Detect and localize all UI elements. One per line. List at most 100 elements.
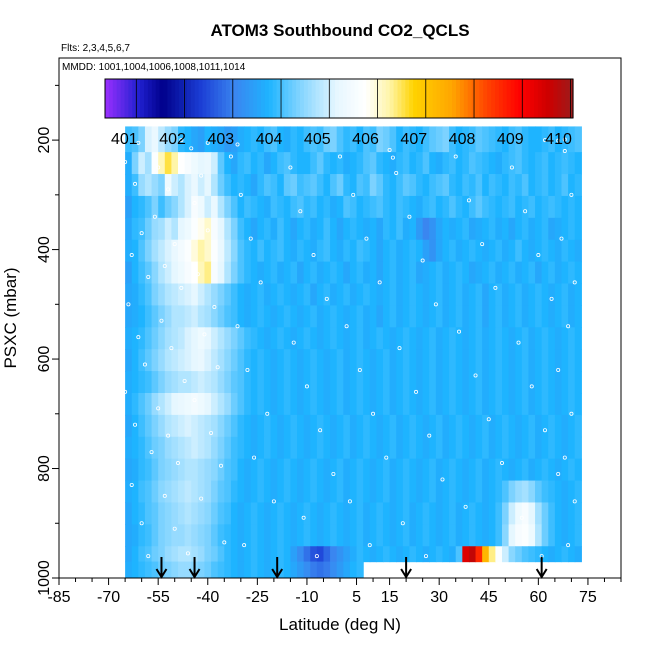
heatmap-cell <box>574 349 582 372</box>
heatmap-cell <box>521 126 530 153</box>
heatmap-cell <box>409 152 417 175</box>
heatmap-cell <box>343 371 351 394</box>
heatmap-cell <box>125 546 133 563</box>
heatmap-cell <box>277 458 285 482</box>
heatmap-cell <box>263 480 272 504</box>
heatmap-cell <box>363 261 371 285</box>
heatmap-cell <box>356 414 364 438</box>
heatmap-cell <box>521 239 530 263</box>
heatmap-cell <box>310 283 318 307</box>
sample-point <box>106 258 111 263</box>
heatmap-cell <box>495 195 503 219</box>
heatmap-cell <box>184 283 192 307</box>
heatmap-cell <box>389 349 397 372</box>
colorbar-swatch <box>491 79 496 118</box>
heatmap-cell <box>178 239 186 263</box>
heatmap-cell <box>382 436 391 460</box>
heatmap-cell <box>561 546 569 563</box>
colorbar-swatch <box>339 79 344 118</box>
sample-point <box>99 192 104 197</box>
heatmap-cell <box>369 349 377 372</box>
heatmap-cell <box>217 283 225 307</box>
heatmap-cell <box>336 524 344 547</box>
colorbar-swatch <box>183 79 188 118</box>
heatmap-cell <box>290 561 298 578</box>
heatmap-cell <box>396 414 404 438</box>
heatmap-cell <box>211 561 219 578</box>
heatmap-cell <box>349 217 358 241</box>
heatmap-cell <box>528 195 536 219</box>
heatmap-cell <box>204 561 212 578</box>
colorbar-swatch <box>350 79 356 118</box>
heatmap-cell <box>125 458 133 482</box>
heatmap-cell <box>151 392 159 416</box>
heatmap-cell <box>297 392 305 416</box>
heatmap-cell <box>528 261 536 285</box>
heatmap-cell <box>138 392 146 416</box>
colorbar-swatch <box>241 79 246 118</box>
heatmap-cell <box>138 436 146 460</box>
heatmap-cell <box>184 502 192 525</box>
heatmap-cell <box>330 414 338 438</box>
heatmap-cell <box>178 480 186 504</box>
heatmap-cell <box>230 458 239 482</box>
heatmap-cell <box>244 305 252 328</box>
heatmap-cell <box>376 239 384 263</box>
heatmap-cell <box>402 152 411 175</box>
heatmap-cell <box>263 126 272 153</box>
heatmap-cell <box>316 524 325 547</box>
heatmap-cell <box>171 283 179 307</box>
heatmap-cell <box>468 480 477 504</box>
heatmap-cell <box>250 371 258 394</box>
heatmap-cell <box>184 436 192 460</box>
heatmap-cell <box>382 371 391 394</box>
heatmap-cell <box>435 392 444 416</box>
heatmap-cell <box>277 283 285 307</box>
heatmap-cell <box>204 261 212 285</box>
sample-point <box>542 428 547 433</box>
sample-point <box>126 302 131 307</box>
heatmap-cell <box>131 436 139 460</box>
heatmap-cell <box>263 152 272 175</box>
colorbar-swatch <box>132 79 137 118</box>
heatmap-cell <box>561 195 569 219</box>
heatmap-cell <box>376 305 384 328</box>
colorbar-swatch <box>514 79 519 118</box>
heatmap-cell <box>449 546 457 563</box>
heatmap-cell <box>151 327 159 350</box>
colorbar-swatch <box>206 79 211 118</box>
heatmap-cell <box>283 239 292 263</box>
heatmap-cell <box>568 217 576 241</box>
colorbar-swatch <box>136 79 141 118</box>
heatmap-cell <box>257 261 265 285</box>
colorbar-swatch <box>537 79 543 118</box>
heatmap-cell <box>178 217 186 241</box>
heatmap-cell <box>488 480 496 504</box>
heatmap-cell <box>541 239 549 263</box>
heatmap-cell <box>369 239 377 263</box>
heatmap-cell <box>389 502 397 525</box>
sample-point <box>562 455 567 460</box>
heatmap-cell <box>125 524 133 547</box>
flights-note: Flts: 2,3,4,5,6,7 <box>61 43 130 54</box>
heatmap-cell <box>462 371 470 394</box>
heatmap-cell <box>521 349 530 372</box>
heatmap-cell <box>416 436 424 460</box>
heatmap-cell <box>495 283 503 307</box>
heatmap-cell <box>389 546 397 563</box>
heatmap-cell <box>257 414 265 438</box>
heatmap-cell <box>230 502 239 525</box>
heatmap-cell <box>310 305 318 328</box>
heatmap-cell <box>297 458 305 482</box>
heatmap-cell <box>548 217 556 241</box>
heatmap-cell <box>449 217 457 241</box>
x-tick-label: -40 <box>196 589 219 606</box>
sample-point <box>159 318 164 323</box>
heatmap-cell <box>138 126 146 153</box>
heatmap-cell <box>376 195 384 219</box>
heatmap-cell <box>554 349 563 372</box>
colorbar-swatch <box>561 79 566 118</box>
colorbar-swatch <box>432 79 438 118</box>
colorbar-swatch <box>264 79 270 118</box>
heatmap-cell <box>184 261 192 285</box>
